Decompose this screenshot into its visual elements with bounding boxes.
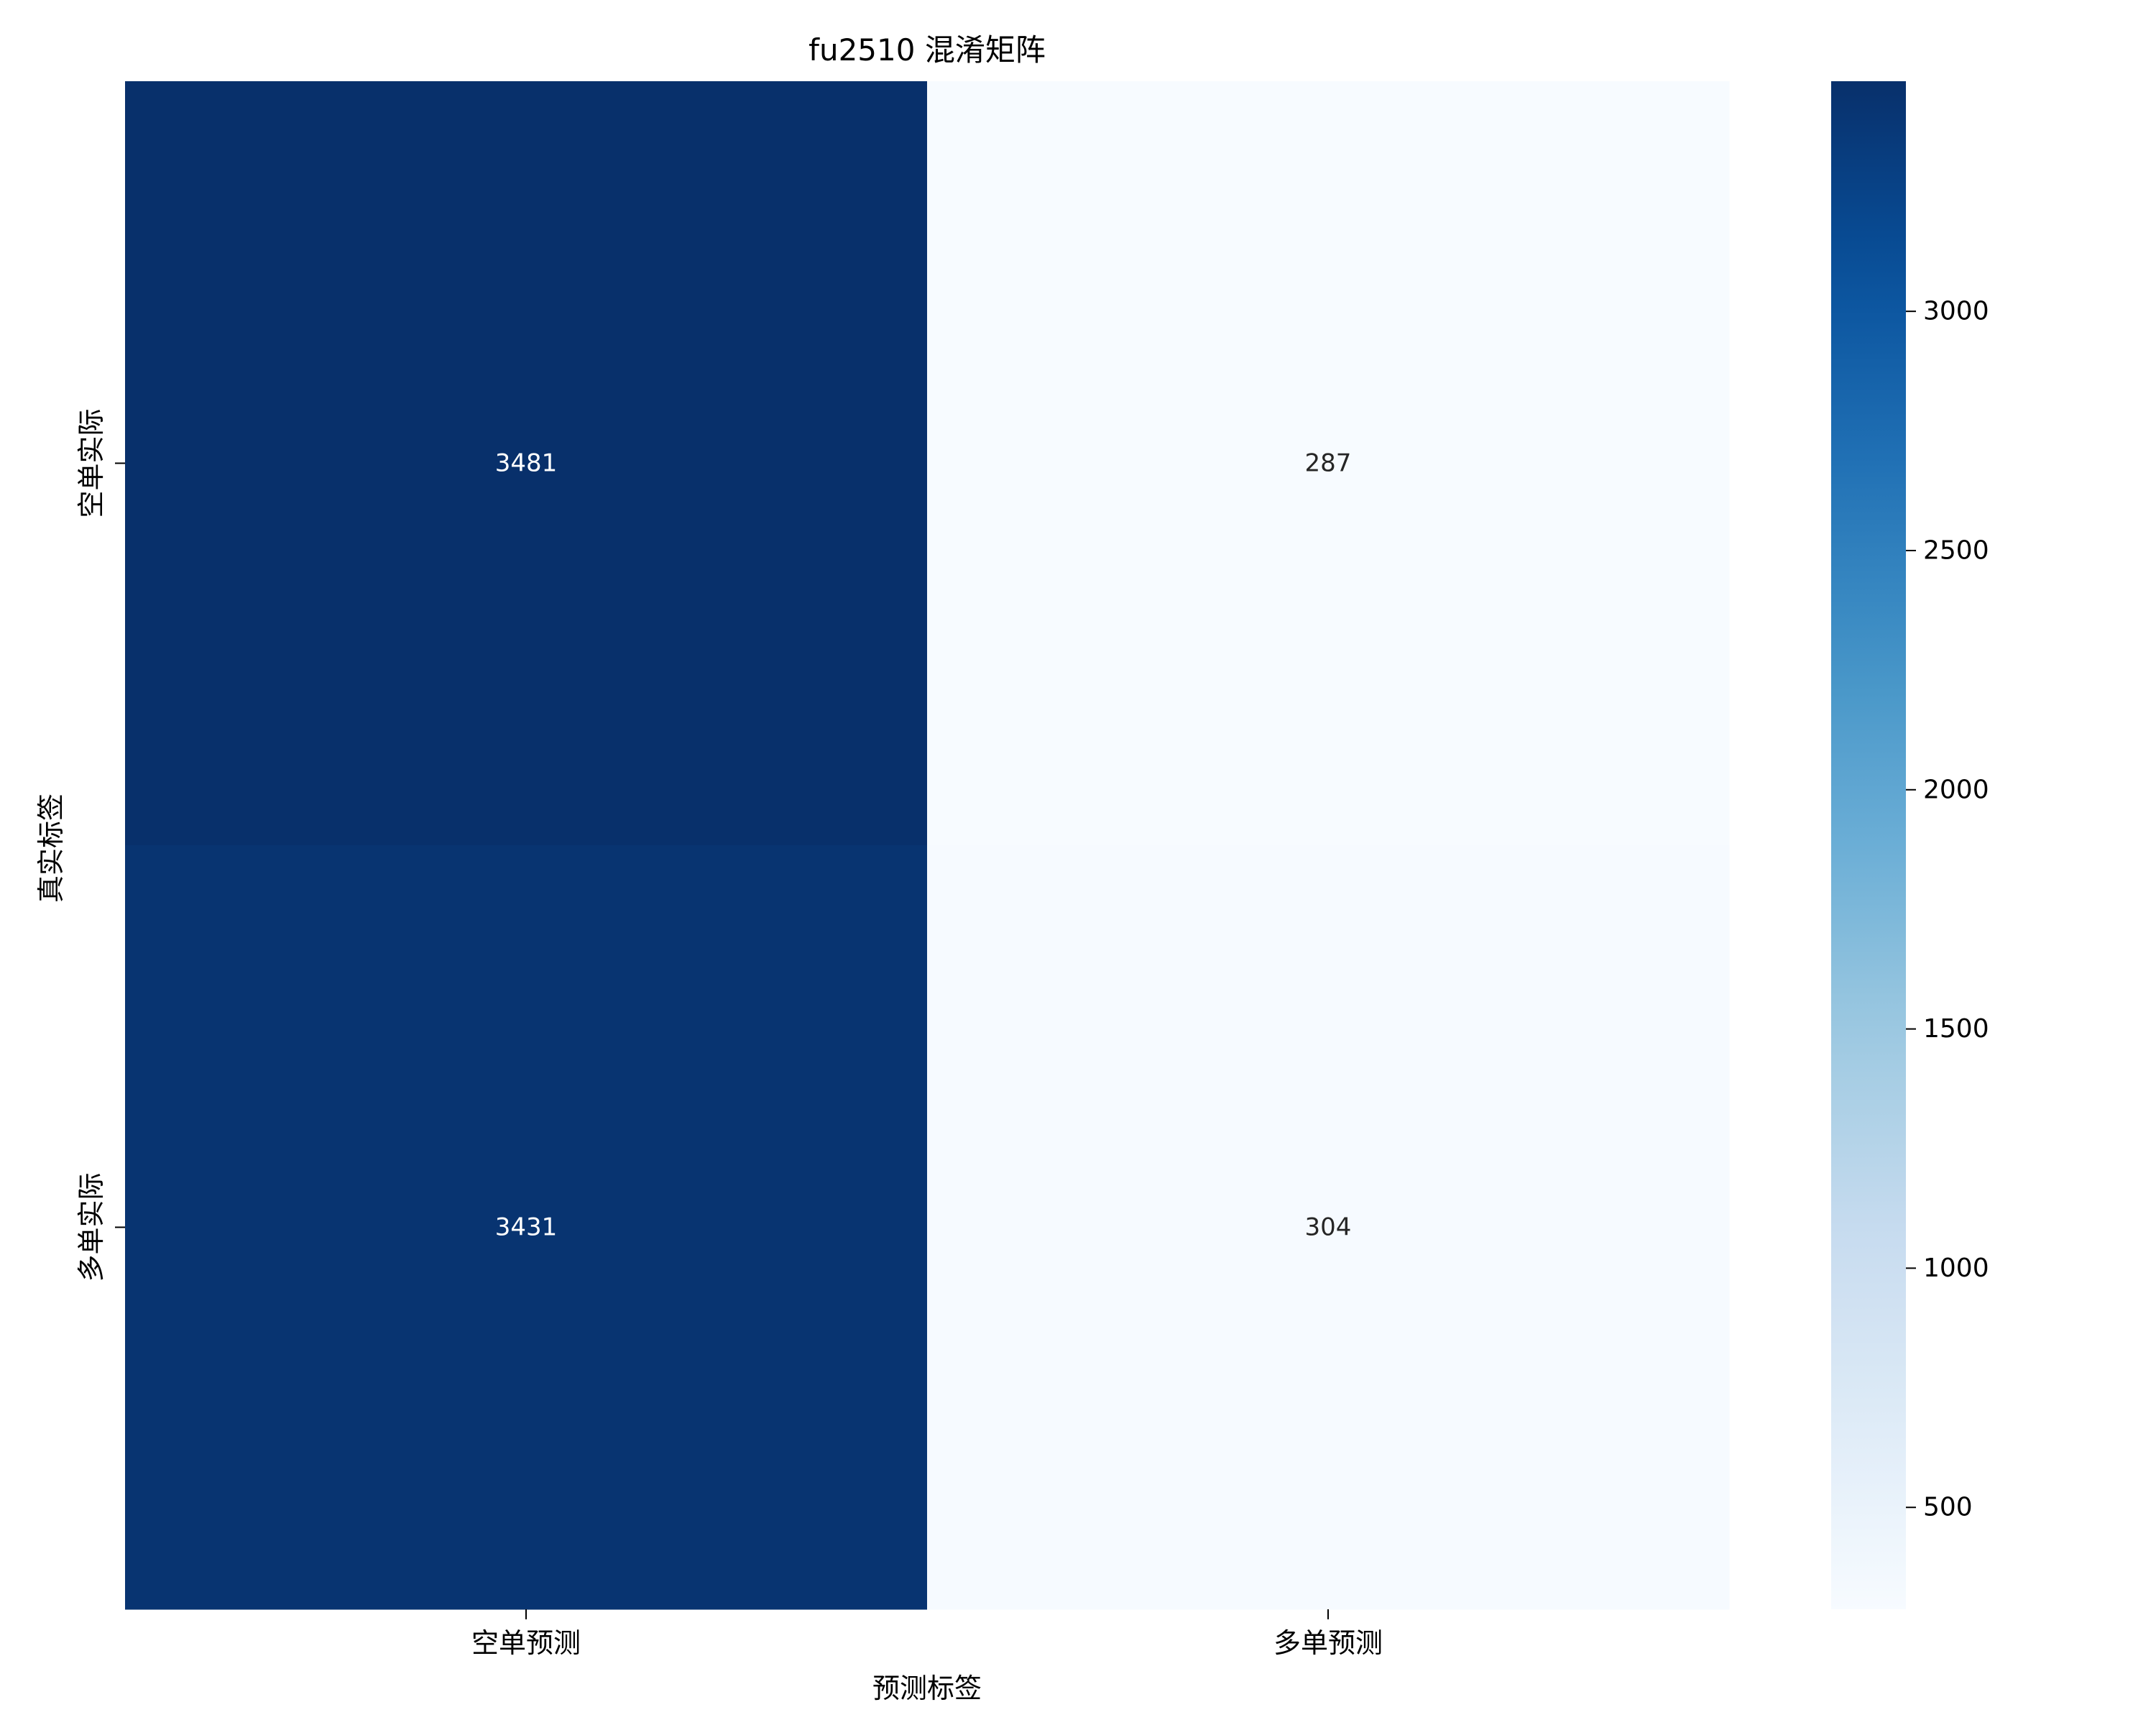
colorbar — [1831, 81, 1906, 1609]
cell-value-label: 3431 — [495, 1213, 558, 1242]
chart-title: fu2510 混淆矩阵 — [808, 32, 1046, 68]
heatmap-cell — [125, 845, 928, 1610]
colorbar-ticks: 500 1000 1500 2000 2500 3000 — [1906, 297, 1989, 1522]
heatmap-cell — [125, 81, 928, 846]
heatmap-cell — [927, 81, 1730, 846]
x-tick-label: 空单预测 — [471, 1627, 581, 1659]
colorbar-tick-label: 3000 — [1923, 297, 1989, 326]
colorbar-tick-label: 1500 — [1923, 1014, 1989, 1044]
colorbar-tick-label: 2500 — [1923, 535, 1989, 565]
cell-value-label: 304 — [1305, 1213, 1352, 1242]
heatmap-cell — [927, 845, 1730, 1610]
colorbar-tick-label: 500 — [1923, 1493, 1973, 1522]
y-axis-label: 真实标签 — [35, 794, 67, 903]
y-tick-label: 多单实际 — [75, 1172, 107, 1282]
x-axis-label: 预测标签 — [872, 1673, 982, 1704]
cell-value-label: 287 — [1305, 449, 1352, 478]
colorbar-tick-label: 2000 — [1923, 775, 1989, 804]
heatmap-cells — [125, 81, 1730, 1610]
x-axis: 空单预测 多单预测 — [471, 1609, 1383, 1659]
heatmap-cell-labels: 3481 287 3431 304 — [495, 449, 1352, 1242]
cell-value-label: 3481 — [495, 449, 558, 478]
colorbar-tick-label: 1000 — [1923, 1254, 1989, 1283]
y-tick-label: 空单实际 — [75, 408, 107, 518]
x-tick-label: 多单预测 — [1273, 1627, 1383, 1659]
